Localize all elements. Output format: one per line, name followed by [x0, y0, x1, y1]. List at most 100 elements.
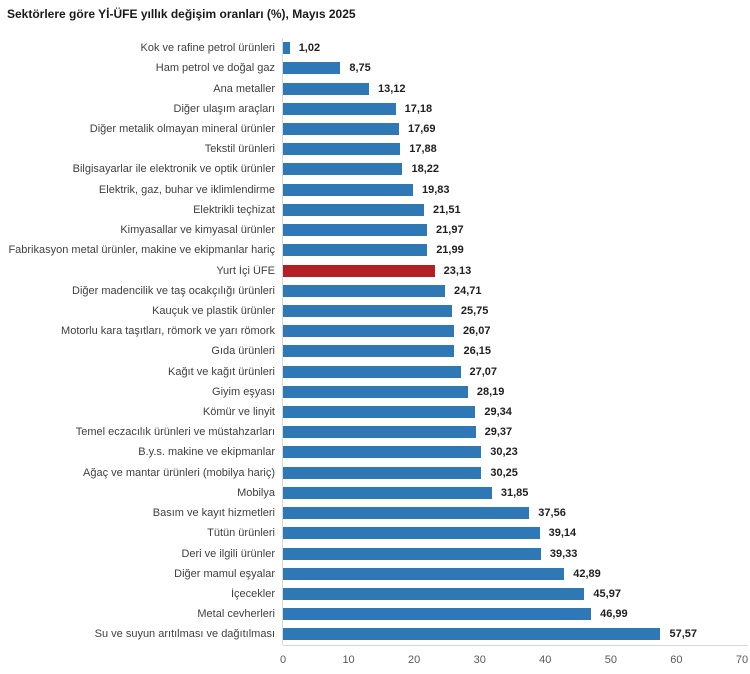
value-label: 17,69 [407, 122, 436, 135]
category-label: Yurt İçi ÜFE [216, 264, 275, 277]
category-label: Ağaç ve mantar ürünleri (mobilya hariç) [83, 466, 275, 479]
value-label: 57,57 [669, 628, 698, 641]
bar [283, 507, 530, 520]
category-label: Deri ve ilgili ürünler [181, 547, 275, 560]
bar-row: Kauçuk ve plastik ürünler 25,75 [0, 300, 750, 322]
bar [283, 122, 399, 135]
bar-area: 37,56 [282, 503, 750, 524]
value-label: 13,12 [378, 82, 406, 95]
category-label: Basım ve kayıt hizmetleri [152, 507, 275, 520]
bar-row: Gıda ürünleri 26,15 [0, 341, 750, 362]
bar-area: 26,15 [282, 341, 750, 362]
bar-area: 23,13 [282, 260, 750, 281]
category-label: Kömür ve linyit [202, 406, 275, 419]
bar-row: Kömür ve linyit 29,34 [0, 401, 750, 423]
category-label: Bilgisayarlar ile elektronik ve optik ür… [72, 163, 275, 176]
bar [283, 385, 468, 398]
value-label: 17,18 [404, 102, 433, 115]
bar [283, 466, 482, 479]
value-label: 21,99 [436, 244, 464, 257]
bar [283, 244, 428, 257]
bar-row: Mobilya 31,85 [0, 482, 750, 504]
category-label: Ham petrol ve doğal gaz [155, 62, 275, 75]
bar-row: Deri ve ilgili ürünler 39,33 [0, 543, 750, 564]
value-label: 30,25 [490, 466, 518, 479]
bar [283, 224, 428, 237]
value-label: 26,07 [462, 325, 491, 338]
category-label: Giyim eşyası [212, 385, 275, 398]
bar-row: Tütün ürünleri 39,14 [0, 523, 750, 544]
value-label: 46,99 [600, 608, 628, 621]
bar-area: 17,88 [282, 139, 750, 160]
bar [283, 284, 446, 297]
bar [283, 203, 425, 216]
bar-area: 21,51 [282, 199, 750, 220]
bar [283, 547, 541, 560]
bar [283, 406, 476, 419]
bar-area: 18,22 [282, 159, 750, 180]
bar [283, 567, 565, 580]
bar-row: Elektrikli teçhizat 21,51 [0, 199, 750, 220]
x-tick-label: 50 [604, 653, 617, 666]
bar-area: 26,07 [282, 321, 750, 342]
x-axis: 0 10 20 30 40 50 60 70 [279, 644, 749, 671]
bar-area: 8,75 [282, 58, 750, 79]
bar-row: Giyim eşyası 28,19 [0, 381, 750, 402]
bar [283, 264, 435, 277]
category-label: Kimyasallar ve kimyasal ürünler [120, 224, 275, 237]
category-label: Kok ve rafine petrol ürünleri [140, 42, 275, 55]
bar-area: 1,02 [282, 38, 750, 59]
x-tick-label: 40 [539, 653, 552, 666]
value-label: 18,22 [411, 163, 439, 176]
category-label: B.y.s. makine ve ekipmanlar [138, 446, 275, 459]
bar-row: Diğer mamul eşyalar 42,89 [0, 563, 750, 584]
category-label: Kauçuk ve plastik ürünler [152, 304, 275, 317]
value-label: 1,02 [298, 42, 321, 55]
bar-area: 57,57 [282, 624, 750, 645]
value-label: 29,37 [484, 426, 513, 439]
value-label: 31,85 [500, 486, 529, 499]
bar-row: Elektrik, gaz, buhar ve iklimlendirme 19… [0, 179, 750, 200]
bar [283, 588, 585, 601]
chart-title: Sektörlere göre Yİ-ÜFE yıllık değişim or… [7, 7, 356, 21]
bar-area: 21,99 [282, 240, 750, 261]
bar [283, 82, 370, 95]
bar [283, 365, 461, 378]
category-label: Elektrikli teçhizat [193, 203, 275, 216]
value-label: 42,89 [573, 567, 601, 580]
category-label: Gıda ürünleri [211, 345, 275, 358]
value-label: 39,14 [548, 527, 577, 540]
bar-area: 29,37 [282, 422, 750, 443]
value-label: 21,97 [436, 224, 464, 237]
x-tick-label: 70 [735, 653, 749, 666]
category-label: İçecekler [230, 588, 275, 601]
bar [283, 42, 290, 55]
value-label: 39,33 [549, 547, 578, 560]
x-tick-label: 10 [342, 653, 355, 666]
x-tick-label: 60 [670, 653, 683, 666]
bar-area: 13,12 [282, 78, 750, 99]
bar [283, 102, 396, 115]
bar [283, 486, 492, 499]
bar-row: Ham petrol ve doğal gaz 8,75 [0, 58, 750, 79]
bar [283, 608, 592, 621]
category-label: Diğer metalik olmayan mineral ürünler [89, 122, 275, 135]
bar-area: 31,85 [282, 482, 750, 504]
bar [283, 62, 341, 75]
bar [283, 183, 414, 196]
bar-row: Su ve suyun arıtılması ve dağıtılması 57… [0, 624, 750, 645]
bar-row: Metal cevherleri 46,99 [0, 604, 750, 625]
bar-area: 30,25 [282, 462, 750, 483]
value-label: 8,75 [349, 62, 371, 75]
x-tick-label: 20 [408, 653, 421, 666]
value-label: 29,34 [484, 406, 512, 419]
bar-area: 39,33 [282, 543, 750, 564]
bar-rows: Kok ve rafine petrol ürünleri 1,02 Ham p… [0, 38, 750, 645]
category-label: Diğer ulaşım araçları [173, 102, 275, 115]
x-tick-label: 0 [279, 653, 287, 666]
value-label: 30,23 [490, 446, 518, 459]
bar-row: Motorlu kara taşıtları, römork ve yarı r… [0, 321, 750, 342]
category-label: Su ve suyun arıtılması ve dağıtılması [94, 628, 275, 641]
bar-row: Kağıt ve kağıt ürünleri 27,07 [0, 361, 750, 382]
bar-row: Ana metaller 13,12 [0, 78, 750, 99]
